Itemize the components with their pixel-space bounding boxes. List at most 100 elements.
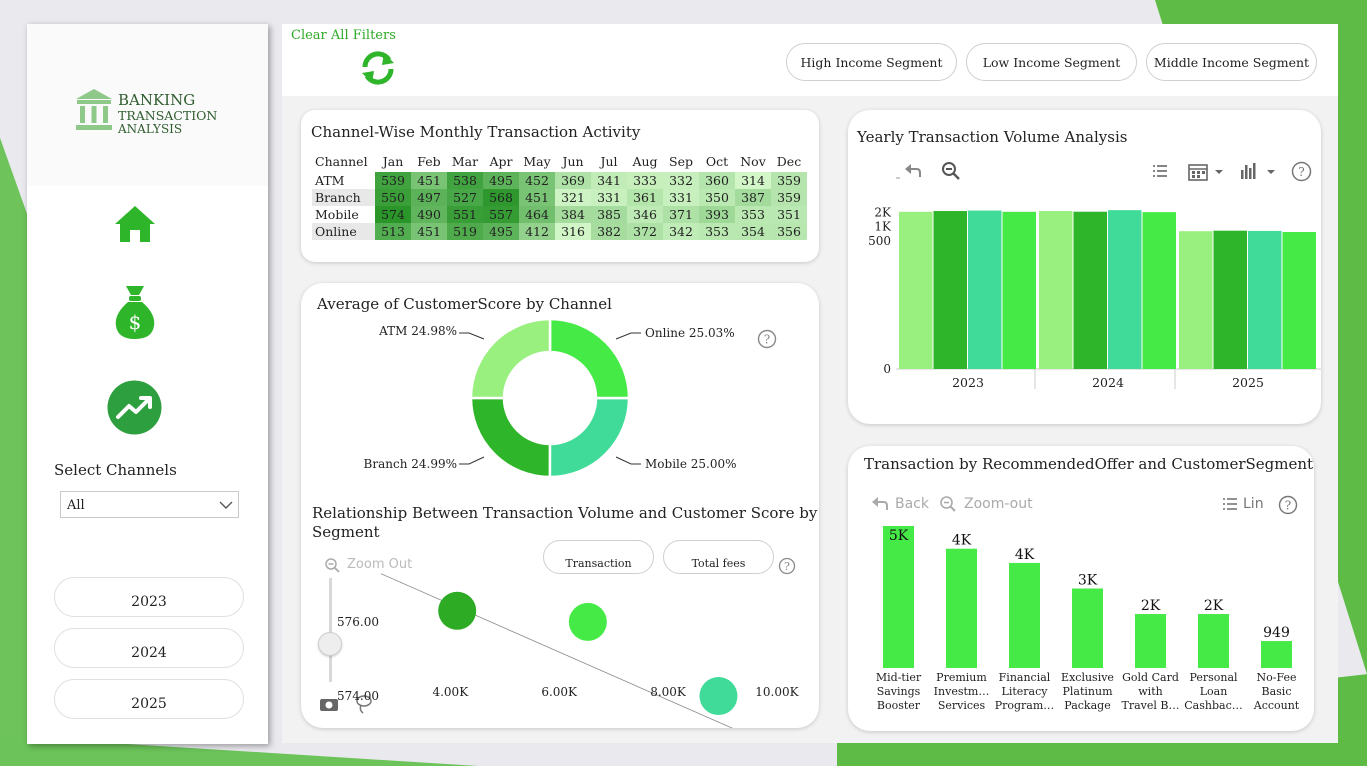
heatmap-cell: 351 xyxy=(771,206,807,223)
offer-bar-value-label: 4K xyxy=(1015,547,1035,563)
donut-label: Mobile 25.00% xyxy=(645,457,737,471)
help-icon[interactable]: ? xyxy=(757,329,777,349)
scatter-point[interactable] xyxy=(699,677,738,716)
offer-category-label: Personal xyxy=(1189,671,1238,684)
scatter-point[interactable] xyxy=(568,602,607,641)
year-button-2023[interactable]: 2023 xyxy=(54,577,244,617)
offer-category-label: No-Fee xyxy=(1256,671,1296,684)
heatmap-month-header: Jul xyxy=(600,153,618,169)
yearly-bar[interactable] xyxy=(1002,211,1037,369)
heatmap-cell: 574 xyxy=(375,206,411,223)
scale-toggle-label[interactable]: Lin xyxy=(1243,496,1264,512)
donut-chart: Online 25.03% Mobile 25.00% Branch 24.99% A… xyxy=(364,317,737,479)
offer-bar[interactable] xyxy=(1261,641,1292,668)
sidebar: BANKING TRANSACTION ANALYSIS $ Select Ch… xyxy=(27,24,268,744)
year-button-2024[interactable]: 2024 xyxy=(54,628,244,668)
zoom-out-icon[interactable] xyxy=(941,161,961,181)
heatmap-cell: 497 xyxy=(411,189,447,206)
help-icon[interactable]: ? xyxy=(778,557,796,575)
clear-filters-label[interactable]: Clear All Filters xyxy=(291,28,396,43)
donut-slice[interactable] xyxy=(469,317,552,400)
heatmap-cell: 332 xyxy=(663,172,699,189)
segment-button-middle-income[interactable]: Middle Income Segment xyxy=(1146,43,1317,81)
heatmap-cell: 451 xyxy=(519,189,555,206)
zoom-out-label[interactable]: Zoom Out xyxy=(347,557,413,572)
heatmap-cell: 538 xyxy=(447,172,483,189)
help-icon[interactable]: ? xyxy=(1278,495,1298,515)
donut-slice[interactable] xyxy=(548,396,631,479)
yearly-bar[interactable] xyxy=(1142,212,1177,369)
heatmap-table: Channel Jan Feb Mar Apr May Jun Jul Aug Sep Oct Nov… xyxy=(312,150,807,240)
refresh-icon[interactable] xyxy=(359,50,397,86)
yearly-bar[interactable] xyxy=(1213,230,1248,369)
heatmap-cell: 451 xyxy=(411,223,447,240)
offer-bar[interactable] xyxy=(1009,562,1040,668)
x-tick-label: 10.00K xyxy=(755,685,799,699)
offer-bar[interactable] xyxy=(883,526,914,668)
logo-text-banking: BANKING xyxy=(118,91,196,109)
heatmap-cell: 551 xyxy=(447,206,483,223)
back-label[interactable]: Back xyxy=(895,496,929,512)
yearly-bar[interactable] xyxy=(968,210,1002,369)
yearly-bar[interactable] xyxy=(1282,231,1317,369)
donut-slice[interactable] xyxy=(548,317,631,400)
heatmap-cell: 371 xyxy=(663,206,699,223)
zoom-slider-track[interactable] xyxy=(329,578,332,682)
yearly-bar[interactable] xyxy=(1248,230,1282,369)
heatmap-month-header: Mar xyxy=(451,153,479,169)
yearly-bar[interactable] xyxy=(899,211,933,369)
svg-text:?: ? xyxy=(1298,165,1304,179)
heatmap-title: Channel-Wise Monthly Transaction Activit… xyxy=(311,123,641,141)
scatter-point[interactable] xyxy=(438,591,477,630)
offer-bar[interactable] xyxy=(1135,614,1166,668)
segment-button-low-income[interactable]: Low Income Segment xyxy=(966,43,1137,81)
chart-type-dropdown-icon[interactable] xyxy=(1239,161,1279,181)
y-tick-label: 576.00 xyxy=(337,615,379,629)
yearly-bar[interactable] xyxy=(1179,231,1213,369)
offer-bar-value-label: 4K xyxy=(952,533,972,549)
offer-category-label: Services xyxy=(938,699,986,712)
offer-category-label: Package xyxy=(1064,699,1110,712)
heatmap-cell: 350 xyxy=(699,189,735,206)
zoom-out-icon[interactable] xyxy=(939,495,957,513)
camera-icon[interactable] xyxy=(319,696,339,712)
yearly-bar[interactable] xyxy=(933,211,968,369)
offer-bar[interactable] xyxy=(1072,588,1103,668)
zoom-out-label[interactable]: Zoom-out xyxy=(964,496,1033,512)
year-button-2025[interactable]: 2025 xyxy=(54,679,244,719)
back-icon[interactable] xyxy=(903,161,923,181)
heatmap-month-header: Nov xyxy=(740,153,766,169)
trend-up-icon[interactable] xyxy=(107,380,162,435)
home-icon[interactable] xyxy=(113,204,157,244)
yearly-bar[interactable] xyxy=(1039,211,1073,369)
total-fees-toggle-button[interactable]: Total fees xyxy=(663,540,774,574)
segment-button-high-income[interactable]: High Income Segment xyxy=(786,43,957,81)
help-icon[interactable]: ? xyxy=(1291,161,1312,182)
list-icon[interactable] xyxy=(1152,163,1168,179)
lasso-icon[interactable] xyxy=(355,694,373,714)
heatmap-channel-label: Branch xyxy=(312,189,375,206)
zoom-out-icon[interactable] xyxy=(324,557,340,573)
heatmap-cell: 495 xyxy=(483,223,519,240)
offer-bar[interactable] xyxy=(1198,614,1229,668)
calendar-dropdown-icon[interactable] xyxy=(1188,161,1228,181)
offer-category-label: Account xyxy=(1253,699,1300,712)
offer-bar[interactable] xyxy=(946,548,977,668)
heatmap-cell: 342 xyxy=(663,223,699,240)
list-icon[interactable] xyxy=(1222,496,1238,512)
money-bag-icon[interactable]: $ xyxy=(112,282,158,342)
heatmap-channel-label: ATM xyxy=(315,173,345,188)
transaction-toggle-button[interactable]: Transaction xyxy=(543,540,654,574)
heatmap-cell: 412 xyxy=(519,223,555,240)
heatmap-cell: 341 xyxy=(591,172,627,189)
zoom-slider-handle[interactable] xyxy=(318,632,342,656)
yearly-bar[interactable] xyxy=(1108,210,1142,369)
year-label: 2023 xyxy=(131,594,167,610)
offer-category-label: Basic xyxy=(1262,685,1292,698)
back-icon[interactable] xyxy=(871,496,889,512)
offer-category-label: Literacy xyxy=(1002,685,1049,698)
channel-select[interactable]: All xyxy=(60,491,239,518)
donut-slice[interactable] xyxy=(469,396,552,479)
heatmap-row: Branch 550 497 527 568 451 321 331 361 331 350 387 3… xyxy=(312,189,807,206)
yearly-bar[interactable] xyxy=(1073,211,1108,369)
